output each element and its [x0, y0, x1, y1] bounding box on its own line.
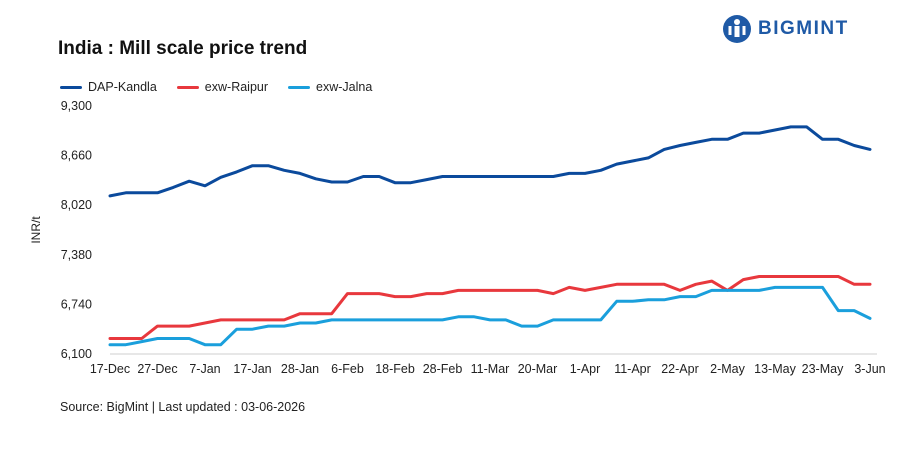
series-lines	[108, 125, 872, 347]
legend-label-exw-raipur: exw-Raipur	[204, 80, 269, 94]
legend-item-dap-kandla: DAP-Kandla	[60, 80, 157, 94]
y-tick-label: 6,100	[61, 347, 92, 361]
x-tick-label: 18-Feb	[375, 362, 415, 376]
x-tick-label: 27-Dec	[137, 362, 177, 376]
x-tick-label: 13-May	[754, 362, 796, 376]
x-tick-label: 20-Mar	[518, 362, 558, 376]
y-axis-ticks: 6,100 6,740 7,380 8,020 8,660 9,300	[61, 99, 92, 361]
series-line-exw-jalna	[108, 285, 872, 347]
brand-name: BIGMINT	[758, 18, 849, 39]
x-tick-label: 6-Feb	[331, 362, 364, 376]
legend-item-exw-raipur: exw-Raipur	[176, 80, 269, 94]
legend-swatch-exw-raipur	[176, 85, 199, 89]
legend-item-exw-jalna: exw-Jalna	[288, 80, 372, 94]
y-axis-label: INR/t	[29, 216, 43, 244]
bigmint-logo-icon	[723, 15, 751, 43]
series-line-dap-kandla	[108, 125, 872, 198]
brand-logo: BIGMINT	[722, 14, 849, 44]
x-tick-label: 1-Apr	[570, 362, 601, 376]
x-tick-label: 23-May	[802, 362, 844, 376]
legend-swatch-dap-kandla	[60, 85, 82, 89]
x-tick-label: 28-Feb	[423, 362, 463, 376]
y-tick-label: 8,020	[61, 198, 92, 212]
legend-label-exw-jalna: exw-Jalna	[316, 80, 373, 94]
y-tick-label: 9,300	[61, 99, 92, 113]
y-tick-label: 7,380	[61, 248, 92, 262]
series-line-exw-raipur	[108, 275, 872, 340]
x-tick-label: 28-Jan	[281, 362, 319, 376]
source-note: Source: BigMint | Last updated : 03-06-2…	[60, 400, 306, 414]
chart-title: India : Mill scale price trend	[58, 38, 308, 59]
x-tick-label: 17-Jan	[233, 362, 271, 376]
legend-swatch-exw-jalna	[288, 85, 311, 89]
x-tick-label: 7-Jan	[189, 362, 220, 376]
x-tick-label: 11-Mar	[471, 362, 510, 376]
legend-label-dap-kandla: DAP-Kandla	[88, 80, 157, 94]
x-tick-label: 11-Apr	[614, 362, 651, 376]
x-tick-label: 2-May	[710, 362, 745, 376]
chart-legend: DAP-Kandla exw-Raipur exw-Jalna	[60, 80, 372, 94]
y-tick-label: 6,740	[61, 297, 92, 311]
y-tick-label: 8,660	[61, 149, 92, 163]
x-tick-label: 17-Dec	[90, 362, 130, 376]
x-tick-label: 3-Jun	[854, 362, 885, 376]
x-axis-ticks: 17-Dec 27-Dec 7-Jan 17-Jan 28-Jan 6-Feb 18-Feb…	[90, 362, 886, 376]
x-tick-label: 22-Apr	[661, 362, 699, 376]
